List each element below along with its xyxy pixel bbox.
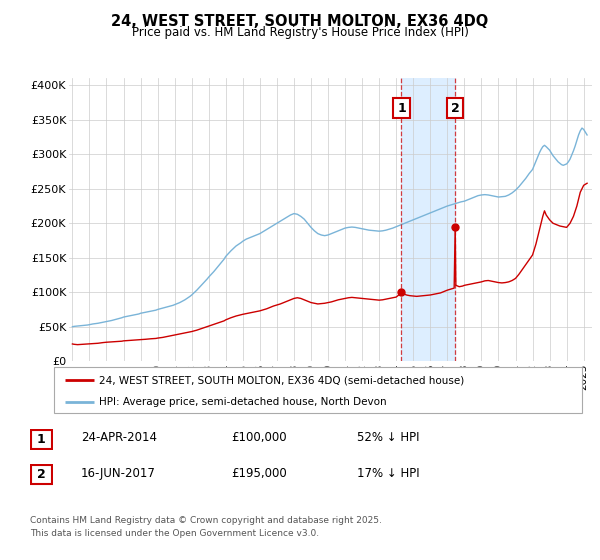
Text: 24, WEST STREET, SOUTH MOLTON, EX36 4DQ: 24, WEST STREET, SOUTH MOLTON, EX36 4DQ <box>112 14 488 29</box>
Text: Contains HM Land Registry data © Crown copyright and database right 2025.: Contains HM Land Registry data © Crown c… <box>30 516 382 525</box>
Bar <box>401 78 455 361</box>
Text: £195,000: £195,000 <box>231 466 287 480</box>
Text: 16-JUN-2017: 16-JUN-2017 <box>81 466 156 480</box>
FancyBboxPatch shape <box>31 465 52 484</box>
Text: 17% ↓ HPI: 17% ↓ HPI <box>357 466 419 480</box>
Text: 52% ↓ HPI: 52% ↓ HPI <box>357 431 419 445</box>
Text: 24, WEST STREET, SOUTH MOLTON, EX36 4DQ (semi-detached house): 24, WEST STREET, SOUTH MOLTON, EX36 4DQ … <box>99 375 464 385</box>
Text: Price paid vs. HM Land Registry's House Price Index (HPI): Price paid vs. HM Land Registry's House … <box>131 26 469 39</box>
Text: This data is licensed under the Open Government Licence v3.0.: This data is licensed under the Open Gov… <box>30 529 319 538</box>
Text: £100,000: £100,000 <box>231 431 287 445</box>
FancyBboxPatch shape <box>54 367 582 413</box>
Text: 1: 1 <box>37 433 46 446</box>
FancyBboxPatch shape <box>31 430 52 449</box>
Text: 24-APR-2014: 24-APR-2014 <box>81 431 157 445</box>
Text: 1: 1 <box>397 101 406 115</box>
Text: HPI: Average price, semi-detached house, North Devon: HPI: Average price, semi-detached house,… <box>99 397 386 407</box>
Text: 2: 2 <box>37 468 46 482</box>
Text: 2: 2 <box>451 101 460 115</box>
